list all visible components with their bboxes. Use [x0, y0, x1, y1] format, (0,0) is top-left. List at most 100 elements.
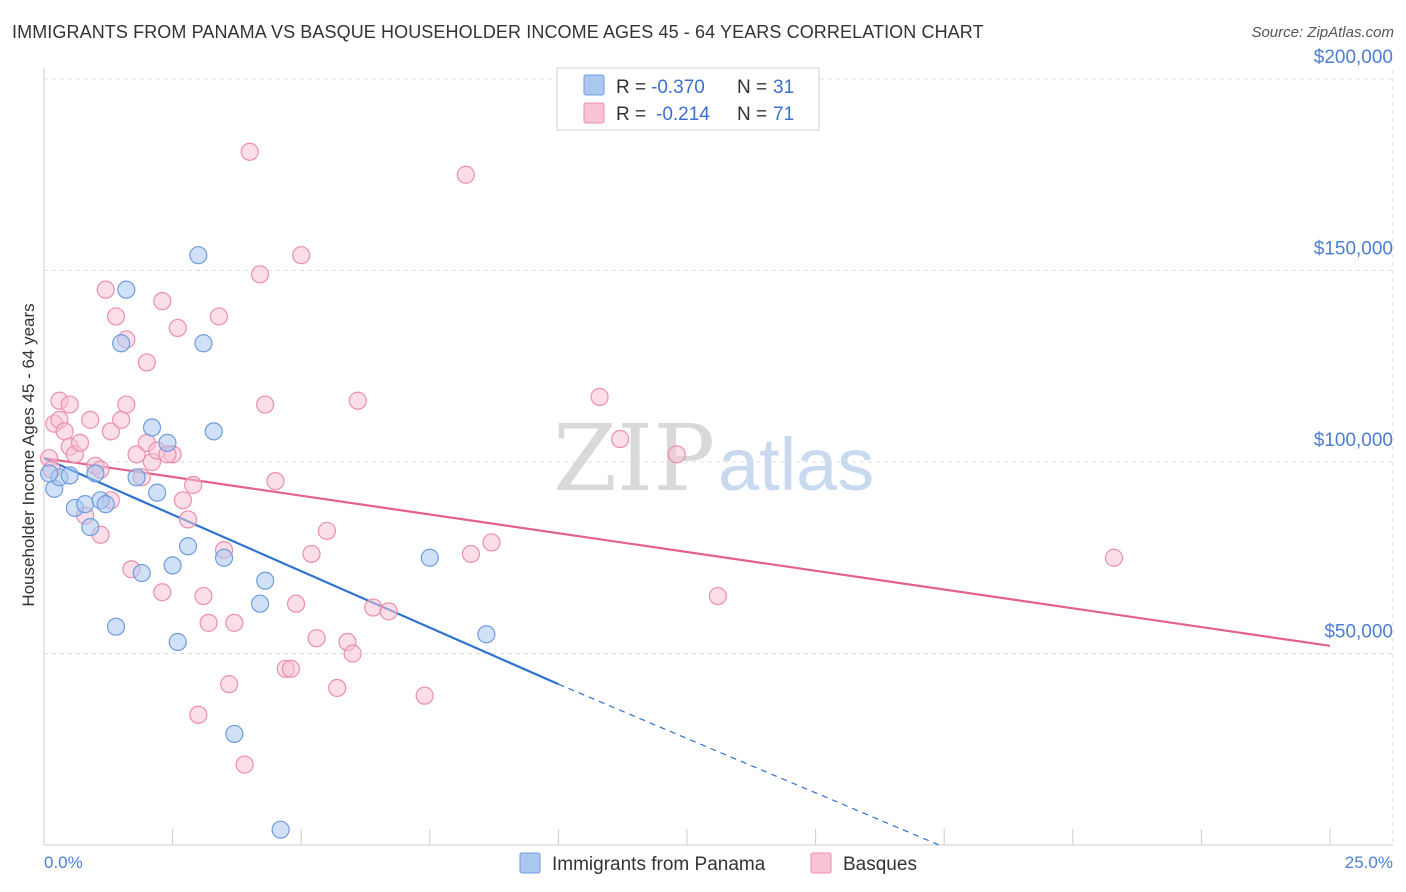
basque-point [266, 472, 285, 491]
basque-point [112, 410, 131, 429]
basque-point [250, 265, 270, 284]
legend-r-value-basques: -0.214 [656, 104, 710, 125]
basque-point [482, 533, 501, 552]
watermark-atlas: atlas [718, 423, 874, 506]
panama-point [127, 468, 146, 487]
source-credit: Source: ZipAtlas.com [1251, 24, 1394, 41]
panama-point [76, 495, 95, 514]
basque-point [225, 613, 244, 632]
basque-point [194, 586, 213, 606]
panama-point [86, 464, 105, 483]
panama-point [189, 246, 208, 265]
panama-point [178, 537, 198, 556]
panama-point [225, 724, 244, 744]
basque-point [117, 395, 136, 414]
y-tick-label: $100,000 [1314, 430, 1393, 451]
basque-point [55, 422, 74, 441]
basque-point [708, 586, 727, 606]
basque-point [70, 433, 90, 452]
basque-point [235, 755, 254, 774]
basque-point [199, 613, 218, 632]
basque-point [348, 391, 367, 410]
series-legend-swatch-panama [519, 852, 541, 874]
series-legend-label-panama: Immigrants from Panama [552, 854, 766, 875]
basque-point [189, 705, 208, 724]
basque-point [317, 521, 337, 541]
panama-point [81, 518, 100, 537]
y-tick-label: $200,000 [1314, 47, 1393, 68]
legend-swatch-basques [583, 102, 605, 124]
legend-n-value-panama: 31 [773, 77, 794, 98]
panama-point [250, 594, 270, 613]
basque-point [168, 318, 187, 338]
y-axis-label: Householder Income Ages 45 - 64 years [19, 303, 38, 606]
panama-point [214, 548, 234, 567]
basque-point [667, 445, 686, 464]
basque-point [256, 395, 275, 414]
panama-point [204, 422, 223, 441]
legend-r-label-basques: R = [616, 104, 646, 125]
x-tick-label-min: 0.0% [44, 853, 83, 872]
series-legend: Immigrants from Panama Basques [519, 852, 917, 875]
basque-point [60, 395, 79, 414]
basque-point [1104, 548, 1124, 567]
panama-point [40, 464, 59, 483]
basque-point [153, 292, 172, 311]
panama-point [112, 334, 131, 353]
panama-trend-extension [558, 683, 940, 846]
legend-r-label-panama: R = [616, 77, 646, 98]
panama-point [142, 418, 162, 437]
panama-point [117, 280, 136, 299]
legend-n-value-basques: 71 [773, 104, 794, 125]
basque-trend-line [43, 457, 1331, 647]
basque-point [137, 353, 156, 372]
y-tick-label: $150,000 [1314, 239, 1393, 260]
legend-n-label-basques: N = [737, 104, 767, 125]
basque-point [286, 594, 306, 613]
panama-point [60, 466, 79, 485]
x-tick-label-max: 25.0% [1345, 853, 1393, 872]
basque-point [101, 422, 120, 441]
basque-point [173, 491, 192, 510]
basque-point [153, 583, 172, 602]
basque-point [590, 387, 609, 406]
legend-swatch-panama [583, 74, 605, 96]
basque-point [307, 629, 326, 648]
basque-point [379, 602, 398, 621]
panama-point [168, 632, 187, 652]
panama-trend-line [43, 457, 559, 686]
basque-point [292, 246, 311, 265]
legend-n-label-panama: N = [737, 77, 767, 98]
basque-point [281, 659, 301, 678]
basque-point [184, 475, 203, 495]
basque-point [220, 675, 239, 694]
series-legend-label-basques: Basques [843, 854, 917, 875]
panama-point [96, 495, 115, 514]
basque-point [127, 445, 146, 464]
trend-lines [43, 457, 1331, 846]
panama-point [420, 548, 439, 567]
panama-point [194, 334, 213, 353]
panama-point [256, 571, 275, 590]
legend-r-value-panama: -0.370 [651, 77, 705, 98]
panama-point [271, 820, 290, 839]
basque-point [106, 307, 126, 326]
axes: $50,000 $100,000 $150,000 $200,000 [43, 47, 1393, 846]
y-tick-label: $50,000 [1324, 622, 1393, 643]
basque-point [209, 307, 228, 326]
watermark: ZIP atlas [553, 405, 874, 512]
basque-point [178, 510, 198, 529]
panama-point [158, 433, 177, 452]
basque-point [328, 678, 347, 698]
basque-point [461, 544, 481, 564]
basque-point [302, 544, 321, 564]
basque-point [81, 410, 100, 429]
panama-point [163, 556, 182, 575]
scatter-points [40, 142, 1124, 839]
panama-point [477, 625, 496, 644]
basque-point [364, 598, 383, 617]
series-legend-swatch-basques [810, 852, 832, 874]
basque-point [415, 686, 434, 705]
watermark-zip: ZIP [553, 405, 715, 512]
